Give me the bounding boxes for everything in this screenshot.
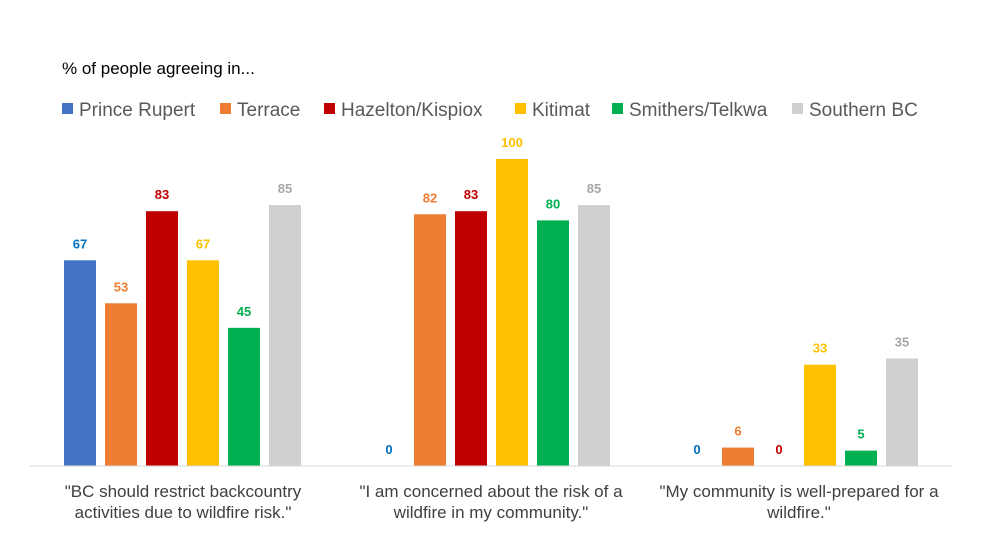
category-label-line: "My community is well-prepared for a xyxy=(659,482,939,501)
data-label-smithers-telkwa: 80 xyxy=(546,196,560,211)
legend-item-prince-rupert: Prince Rupert xyxy=(62,100,196,121)
bar-hazelton-kispiox xyxy=(455,211,487,466)
bar-smithers-telkwa xyxy=(228,327,260,466)
bar-prince-rupert xyxy=(64,260,96,466)
legend-label: Terrace xyxy=(237,100,300,121)
data-label-smithers-telkwa: 45 xyxy=(237,304,251,319)
legend-label: Smithers/Telkwa xyxy=(629,100,768,121)
legend-swatch xyxy=(220,103,231,114)
data-label-kitimat: 67 xyxy=(196,236,210,251)
category-label-line: wildfire." xyxy=(766,503,831,522)
data-label-kitimat: 100 xyxy=(501,135,523,150)
category-label-line: "BC should restrict backcountry xyxy=(65,482,302,501)
legend-label: Prince Rupert xyxy=(79,100,196,121)
legend-swatch xyxy=(62,103,73,114)
data-label-prince-rupert: 67 xyxy=(73,236,87,251)
data-label-southern-bc: 35 xyxy=(895,335,909,350)
data-label-hazelton-kispiox: 0 xyxy=(775,442,782,457)
data-label-southern-bc: 85 xyxy=(587,181,601,196)
bar-terrace xyxy=(722,447,754,466)
bar-hazelton-kispiox xyxy=(146,211,178,466)
legend-swatch xyxy=(792,103,803,114)
data-label-terrace: 53 xyxy=(114,279,128,294)
bar-terrace xyxy=(105,303,137,466)
data-label-prince-rupert: 0 xyxy=(693,442,700,457)
legend-item-hazelton-kispiox: Hazelton/Kispiox xyxy=(324,100,483,121)
category-label-3: "My community is well-prepared for a wild… xyxy=(659,482,939,522)
category-label-line: activities due to wildfire risk." xyxy=(75,503,292,522)
data-label-hazelton-kispiox: 83 xyxy=(155,187,169,202)
bar-southern-bc xyxy=(886,358,918,466)
legend-label: Southern BC xyxy=(809,100,918,121)
category-group-3: 0 6 0 33 5 35 xyxy=(693,335,918,466)
legend-label: Hazelton/Kispiox xyxy=(341,100,483,121)
legend-swatch xyxy=(324,103,335,114)
data-label-smithers-telkwa: 5 xyxy=(857,427,864,442)
bars: 67 53 83 67 45 85 0 82 83 100 80 85 0 6 0 33 5 35 xyxy=(64,135,918,467)
chart-title: % of people agreeing in... xyxy=(62,59,255,78)
category-label-1: "BC should restrict backcountry activitie… xyxy=(65,482,302,522)
category-group-1: 67 53 83 67 45 85 xyxy=(64,181,301,467)
legend-label: Kitimat xyxy=(532,100,591,121)
category-label-line: "I am concerned about the risk of a xyxy=(359,482,623,501)
data-label-hazelton-kispiox: 83 xyxy=(464,187,478,202)
data-label-terrace: 82 xyxy=(423,190,437,205)
data-label-southern-bc: 85 xyxy=(278,181,292,196)
legend-swatch xyxy=(515,103,526,114)
legend-item-kitimat: Kitimat xyxy=(515,100,591,121)
legend-item-smithers-telkwa: Smithers/Telkwa xyxy=(612,100,768,121)
data-label-kitimat: 33 xyxy=(813,341,827,356)
bar-southern-bc xyxy=(578,205,610,467)
legend-item-terrace: Terrace xyxy=(220,100,300,121)
legend-swatch xyxy=(612,103,623,114)
category-label-2: "I am concerned about the risk of a wildf… xyxy=(359,482,623,522)
bar-smithers-telkwa xyxy=(845,450,877,466)
category-labels: "BC should restrict backcountry activitie… xyxy=(65,482,939,522)
legend: Prince Rupert Terrace Hazelton/Kispiox Kiti… xyxy=(62,100,918,121)
bar-kitimat xyxy=(496,159,528,466)
bar-kitimat xyxy=(804,364,836,466)
data-label-terrace: 6 xyxy=(734,424,741,439)
bar-kitimat xyxy=(187,260,219,466)
bar-southern-bc xyxy=(269,205,301,467)
bar-smithers-telkwa xyxy=(537,220,569,466)
category-group-2: 0 82 83 100 80 85 xyxy=(385,135,610,467)
data-label-prince-rupert: 0 xyxy=(385,442,392,457)
legend-item-southern-bc: Southern BC xyxy=(792,100,918,121)
category-label-line: wildfire in my community." xyxy=(393,503,589,522)
bar-terrace xyxy=(414,214,446,466)
